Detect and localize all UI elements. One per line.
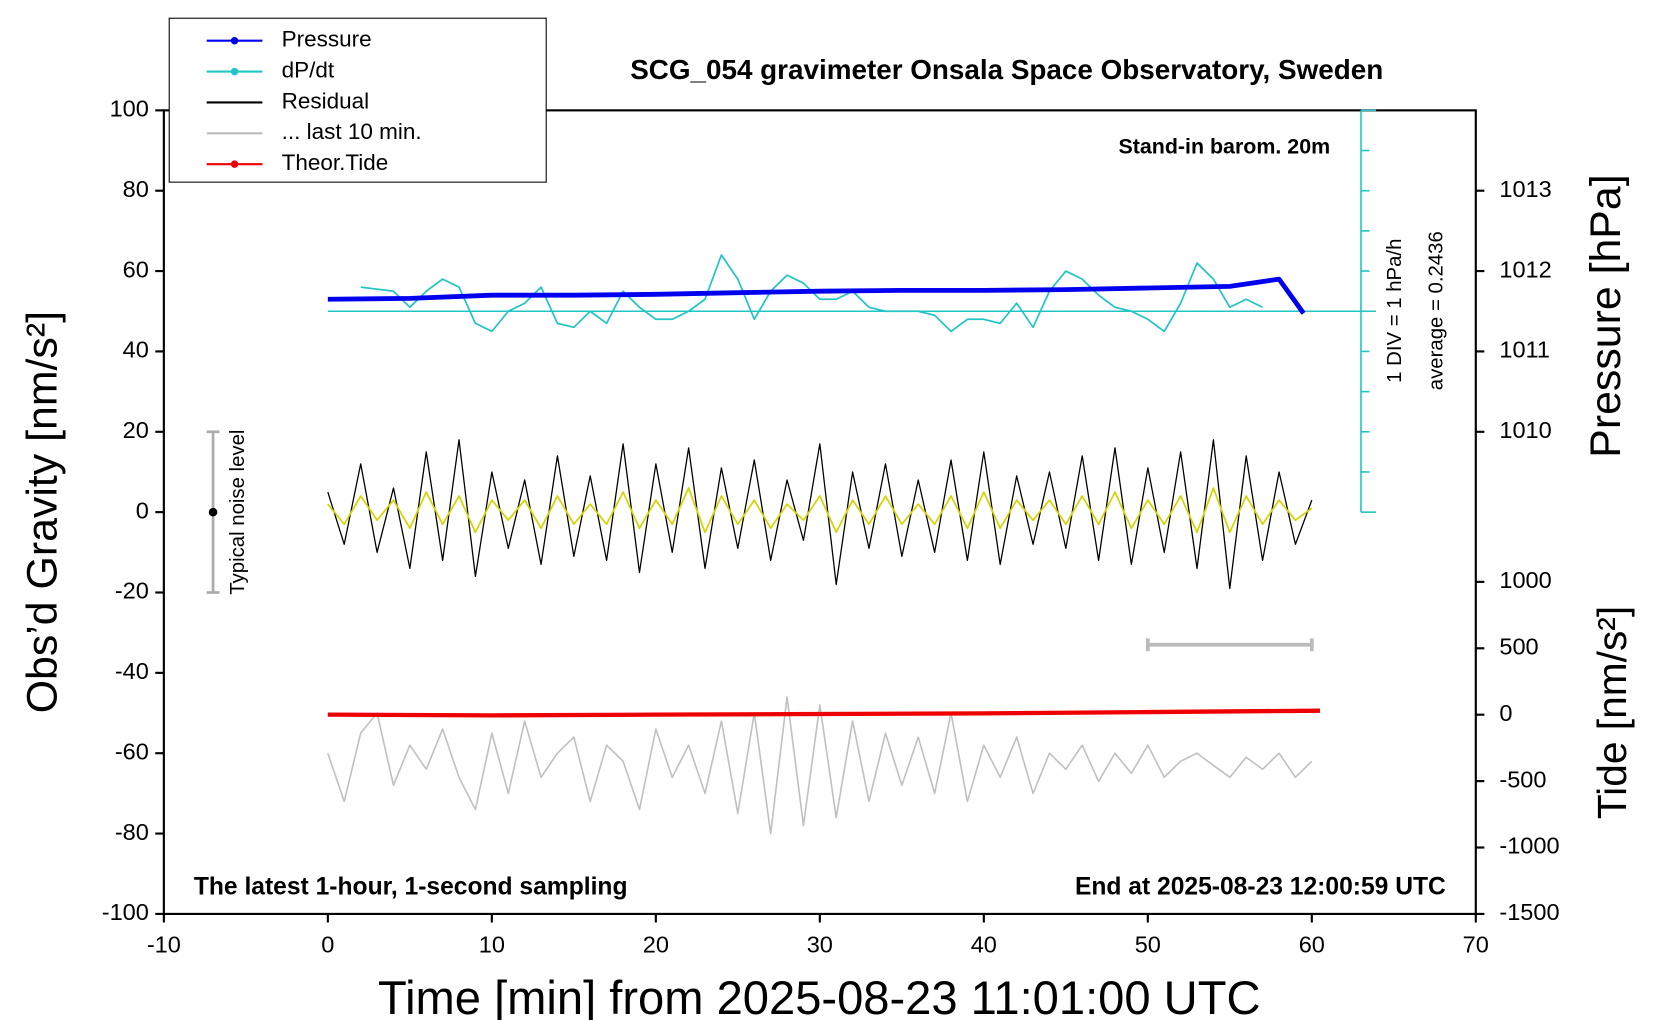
y3-tick-label: -500 — [1499, 766, 1546, 792]
legend — [168, 17, 547, 183]
y-tick-label: 100 — [110, 96, 149, 122]
y2-tick-label: 1010 — [1499, 417, 1551, 443]
y2-axis-label: Pressure [hPa] — [1582, 174, 1630, 457]
noise-center — [208, 507, 218, 517]
series-line — [327, 276, 1306, 315]
x-tick-label: -10 — [147, 931, 181, 957]
noise-label: Typical noise level — [227, 430, 249, 595]
legend-marker — [230, 36, 239, 45]
x-tick-label: 0 — [321, 931, 334, 957]
y-tick-label: 0 — [136, 497, 149, 523]
legend-label: Pressure — [282, 27, 372, 52]
y2-tick-label: 1011 — [1499, 337, 1550, 363]
y3-axis-label: Tide [nm/s²] — [1589, 606, 1635, 819]
x-tick-label: 40 — [971, 931, 997, 957]
y-tick-label: -100 — [102, 899, 149, 925]
y-tick-label: -80 — [115, 819, 149, 845]
y-axis-label: Obs’d Gravity [nm/s²] — [18, 311, 66, 713]
y3-tick-label: 1000 — [1499, 567, 1551, 593]
y2-tick-label: 1012 — [1499, 256, 1551, 282]
annotation: Stand-in barom. 20m — [1118, 135, 1330, 159]
x-tick-label: 30 — [807, 931, 833, 957]
x-tick-label: 50 — [1135, 931, 1161, 957]
legend-label: dP/dt — [282, 58, 335, 83]
x-tick-label: 60 — [1299, 931, 1325, 957]
plot-frame — [162, 109, 1477, 915]
y3-tick-label: 0 — [1499, 700, 1512, 726]
y3-tick-label: -1500 — [1499, 899, 1559, 925]
legend-label: ... last 10 min. — [282, 119, 422, 144]
y-tick-label: 60 — [123, 256, 149, 282]
chart-title: SCG_054 gravimeter Onsala Space Observat… — [630, 54, 1383, 85]
annotation: The latest 1-hour, 1-second sampling — [194, 874, 628, 901]
legend-marker — [230, 160, 239, 168]
annotation: 1 DIV = 1 hPa/h — [1384, 239, 1406, 383]
annotation: End at 2025-08-23 12:00:59 UTC — [1075, 874, 1446, 901]
y2-tick-label: 1013 — [1499, 176, 1551, 202]
legend-label: Theor.Tide — [282, 150, 389, 175]
y-tick-label: 20 — [123, 417, 149, 443]
y3-tick-label: -1000 — [1499, 833, 1559, 859]
y-tick-label: -20 — [115, 578, 149, 604]
x-tick-label: 10 — [479, 931, 505, 957]
y-tick-label: 80 — [123, 176, 149, 202]
y3-tick-label: 500 — [1499, 634, 1538, 660]
y-tick-label: 40 — [123, 337, 149, 363]
series-line — [327, 487, 1313, 534]
series-line — [327, 439, 1313, 590]
legend-marker — [230, 67, 239, 76]
x-axis-label: Time [min] from 2025-08-23 11:01:00 UTC — [378, 971, 1260, 1020]
annotation: average = 0.2436 — [1426, 231, 1448, 390]
x-tick-label: 20 — [643, 931, 669, 957]
y-tick-label: -60 — [115, 738, 149, 764]
series-line — [327, 708, 1320, 718]
y-tick-label: -40 — [115, 658, 149, 684]
series-line — [327, 696, 1313, 835]
x-tick-label: 70 — [1463, 931, 1489, 957]
legend-label: Residual — [282, 88, 369, 113]
